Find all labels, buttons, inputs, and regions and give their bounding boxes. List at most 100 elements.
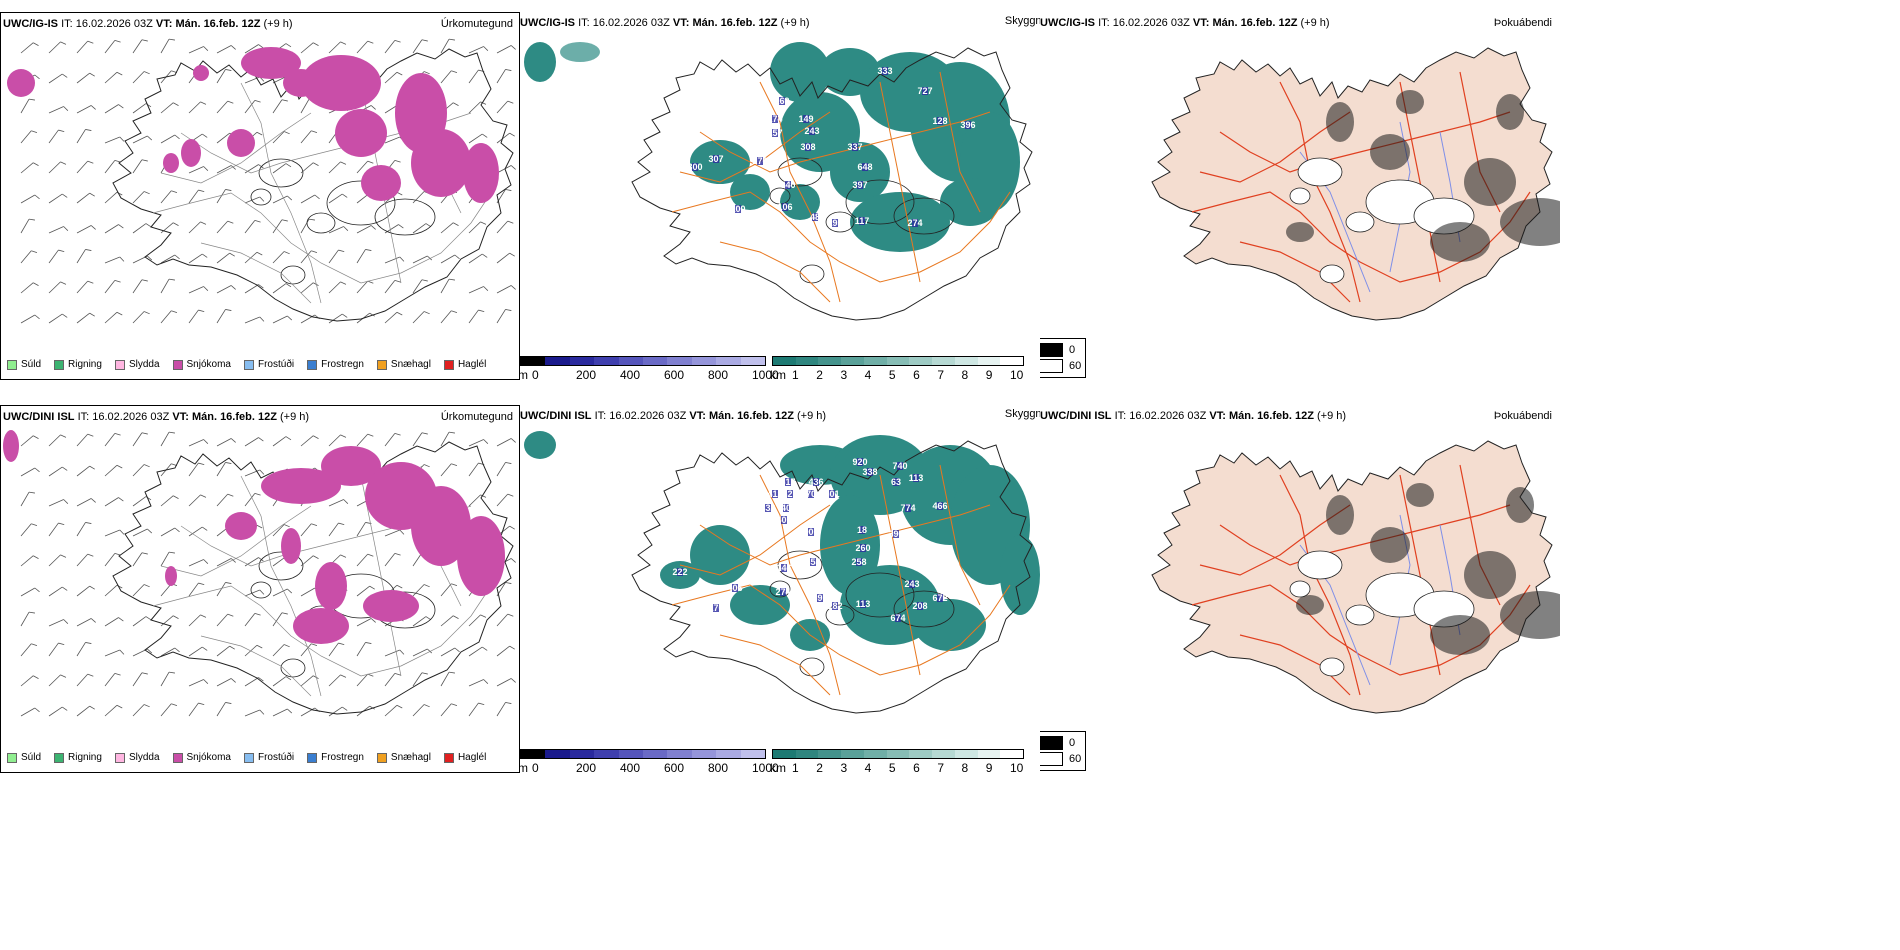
cloud-base-label: 397 (812, 593, 827, 603)
wind-barb (188, 439, 204, 447)
colorbar-unit: m (520, 368, 528, 380)
colorbar-segment (618, 750, 644, 758)
wind-barb-flag (227, 613, 234, 617)
wind-barb (300, 194, 316, 204)
cloud-base-patch (713, 604, 719, 612)
wind-barb (216, 220, 229, 234)
wind-barb-flag (33, 555, 39, 559)
wind-barb-flag (198, 189, 205, 192)
road-line (152, 585, 492, 677)
wind-barb (328, 226, 344, 234)
cloud-base-label: 258 (851, 557, 866, 567)
low-visibility-area (730, 585, 790, 625)
fog-legend-box: 0 60 (1040, 338, 1086, 378)
colorbar-segment (932, 750, 955, 758)
wind-barb (104, 464, 118, 477)
wind-barb (356, 280, 369, 294)
wind-barb (468, 101, 481, 114)
road-line (719, 634, 831, 696)
wind-barb (132, 71, 145, 84)
wind-barb-flag (200, 221, 207, 225)
wind-barb-flag (114, 160, 121, 163)
wind-barb-flag (28, 611, 35, 614)
colorbar-segment (863, 357, 887, 365)
wind-barb-flag (510, 285, 516, 290)
wind-barb-flag (285, 283, 292, 288)
wind-barb (412, 648, 428, 657)
wind-barb (76, 312, 90, 324)
road-line (759, 474, 841, 696)
wind-barb-flag (31, 250, 38, 254)
cloud-base-patch (781, 564, 787, 572)
wind-barb-flag (63, 106, 69, 112)
wind-barb (356, 433, 369, 447)
cloud-base-label: 648 (857, 162, 872, 172)
wind-barb (328, 281, 341, 294)
wind-barb (20, 435, 34, 447)
cloud-base-label: 390 (888, 529, 903, 539)
wind-barb-flag (285, 436, 292, 441)
wind-barb-flag (507, 100, 514, 104)
wind-barb (104, 280, 116, 294)
glacier-outline (1297, 157, 1343, 187)
wind-barb-flag (203, 46, 209, 52)
wind-barb-flag (287, 195, 293, 201)
wind-barb-flag (367, 40, 374, 44)
wind-barb-flag (147, 135, 153, 141)
colorbar-gradient (772, 749, 1024, 759)
wind-barb (244, 196, 260, 204)
wind-barb-flag (313, 555, 319, 559)
fog-panel-row2: UWC/DINI ISL IT: 16.02.2026 03Z VT: Mán.… (1040, 405, 1560, 773)
cloud-base-patch (787, 490, 793, 498)
wind-barb (216, 285, 232, 294)
wind-barb (76, 465, 90, 477)
legend-label: Haglél (457, 752, 487, 763)
wind-barb (104, 224, 119, 234)
glacier-outline (1319, 264, 1345, 284)
wind-barb (412, 39, 423, 54)
wind-barb (300, 218, 310, 234)
wind-barb-flag (202, 646, 208, 651)
snow-area (315, 562, 347, 610)
wind-barb (440, 647, 456, 657)
visibility-panel-row1: 333 727 128 396 269 174 149 157 243 308 337 648 397 3… (520, 12, 1040, 380)
wind-barb-flag (256, 524, 263, 529)
wind-barb-flag (87, 40, 94, 44)
low-visibility-areas (524, 431, 1040, 651)
wind-barb (20, 555, 34, 567)
cloud-base-patch (905, 504, 911, 512)
wind-barb-flag (200, 494, 207, 498)
road-line (200, 242, 312, 304)
wind-barb-flag (480, 494, 487, 498)
legend-swatch (307, 752, 318, 763)
road-line (939, 464, 981, 606)
fog-area (1500, 591, 1560, 639)
wind-barb (188, 559, 204, 567)
legend-label: Frostregn (321, 752, 364, 763)
colorbar-tick-label: 6 (913, 761, 920, 773)
fog-map (1151, 440, 1560, 714)
wind-barb (132, 39, 143, 54)
wind-barb (412, 223, 427, 234)
fog-area (1430, 615, 1490, 655)
wind-barb (76, 618, 92, 627)
cloud-base-patch (692, 163, 698, 171)
low-visibility-area (1000, 535, 1040, 615)
cloud-base-patch (812, 213, 818, 221)
wind-barb-flag (114, 673, 121, 676)
wind-barb-flag (173, 222, 179, 226)
wind-barb (76, 498, 92, 507)
wind-barb (20, 587, 36, 597)
cloud-base-label: 117 (855, 216, 870, 226)
wind-barb (356, 225, 372, 234)
wind-barb (76, 40, 89, 54)
wind-barb-flag (281, 99, 288, 102)
wind-barb (132, 279, 143, 294)
legend-item: Súld (7, 359, 41, 370)
wind-barb (468, 69, 479, 84)
wind-barb (76, 129, 86, 144)
wind-barb (440, 431, 450, 447)
wind-barb (272, 251, 285, 264)
cloud-base-label: 674 (890, 613, 905, 623)
wind-barb-flag (259, 589, 265, 595)
